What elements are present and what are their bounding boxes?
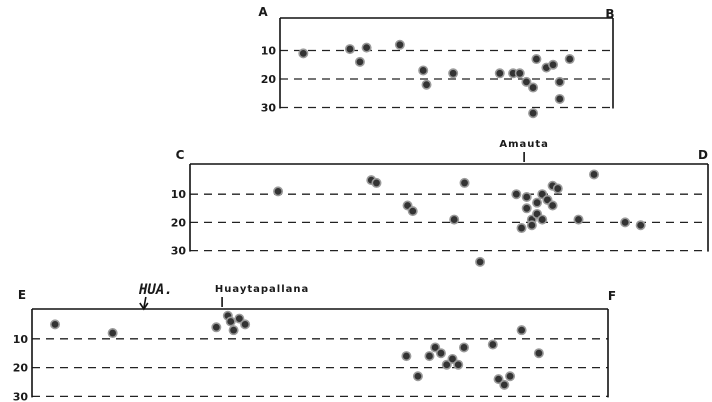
annotation-arrow-shaft bbox=[143, 296, 147, 309]
hypocenter-point bbox=[448, 68, 459, 79]
hypocenter-point bbox=[458, 342, 469, 353]
corner-label-left: A bbox=[258, 5, 268, 19]
hypocenter-point bbox=[554, 76, 565, 87]
corner-label-right: F bbox=[608, 289, 616, 303]
corner-label-right: B bbox=[605, 7, 614, 21]
hypocenter-point bbox=[547, 200, 558, 211]
hypocenter-point bbox=[528, 82, 539, 93]
hypocenter-point bbox=[421, 79, 432, 90]
depth-tick-label: 10 bbox=[171, 188, 187, 201]
hypocenter-point bbox=[412, 371, 423, 382]
hypocenter-point bbox=[554, 93, 565, 104]
hypocenter-point bbox=[548, 59, 559, 70]
depth-tick-label: 10 bbox=[261, 45, 277, 58]
hypocenter-point bbox=[447, 353, 458, 364]
hypocenter-point bbox=[511, 189, 522, 200]
hypocenter-point bbox=[441, 359, 452, 370]
hypocenter-point bbox=[50, 319, 61, 330]
hypocenter-point bbox=[533, 348, 544, 359]
place-name-label: Huaytapallana bbox=[215, 284, 309, 295]
hypocenter-point bbox=[361, 42, 372, 53]
hypocenter-point bbox=[532, 197, 543, 208]
hypocenter-point bbox=[211, 322, 222, 333]
hypocenter-point bbox=[620, 217, 631, 228]
hypocenter-point bbox=[394, 39, 405, 50]
hypocenter-point bbox=[531, 54, 542, 65]
hypocenter-point bbox=[494, 68, 505, 79]
hypocenter-point bbox=[424, 351, 435, 362]
hypocenter-point bbox=[407, 206, 418, 217]
hypocenter-point bbox=[418, 65, 429, 76]
hypocenter-point bbox=[487, 339, 498, 350]
depth-tick-label: 30 bbox=[261, 102, 277, 115]
hypocenter-point bbox=[225, 316, 236, 327]
hypocenter-point bbox=[526, 220, 537, 231]
place-name-label: Amauta bbox=[499, 139, 549, 150]
hypocenter-point bbox=[516, 325, 527, 336]
handwritten-annotation: HUA. bbox=[138, 282, 173, 298]
hypocenter-point bbox=[516, 223, 527, 234]
depth-tick-label: 20 bbox=[171, 216, 187, 229]
hypocenter-point bbox=[573, 214, 584, 225]
hypocenter-point bbox=[449, 214, 460, 225]
depth-tick-label: 20 bbox=[261, 73, 277, 86]
hypocenter-point bbox=[453, 359, 464, 370]
hypocenter-point bbox=[298, 48, 309, 59]
hypocenter-point bbox=[371, 177, 382, 188]
corner-label-left: C bbox=[176, 148, 185, 162]
hypocenter-point bbox=[635, 220, 646, 231]
hypocenter-point bbox=[521, 76, 532, 87]
hypocenter-point bbox=[552, 183, 563, 194]
depth-tick-label: 30 bbox=[13, 390, 29, 402]
section-c-d: C D 10 20 30 Amauta bbox=[171, 139, 709, 267]
hypocenter-point bbox=[528, 108, 539, 119]
depth-tick-label: 10 bbox=[13, 333, 29, 346]
hypocenter-point bbox=[499, 379, 510, 390]
depth-tick-label: 30 bbox=[171, 245, 187, 258]
hypocenter-point bbox=[589, 169, 600, 180]
hypocenter-point bbox=[234, 313, 245, 324]
depth-tick-label: 20 bbox=[13, 362, 29, 375]
hypocenter-point bbox=[537, 214, 548, 225]
hypocenter-point bbox=[459, 177, 470, 188]
hypocenter-point bbox=[505, 371, 516, 382]
hypocenter-point bbox=[521, 192, 532, 203]
corner-label-right: D bbox=[698, 148, 708, 162]
hypocenter-point bbox=[344, 44, 355, 55]
hypocenter-point bbox=[435, 348, 446, 359]
annotation-arrow-head bbox=[139, 302, 149, 311]
hypocenter-point bbox=[521, 203, 532, 214]
hypocenter-point bbox=[514, 68, 525, 79]
hypocenter-point bbox=[228, 325, 239, 336]
hypocenter-point bbox=[564, 54, 575, 65]
hypocenter-point bbox=[273, 186, 284, 197]
corner-label-left: E bbox=[18, 288, 26, 302]
hypocenter-point bbox=[240, 319, 251, 330]
hypocenter-point bbox=[493, 374, 504, 385]
hypocenter-point bbox=[430, 342, 441, 353]
hypocenter-point bbox=[475, 256, 486, 267]
section-a-b: A B 10 20 30 bbox=[258, 5, 615, 119]
hypocenter-point bbox=[354, 56, 365, 67]
hypocenter-point bbox=[107, 328, 118, 339]
section-e-f: E F 10 20 30 Huaytapallana HUA. bbox=[13, 282, 616, 402]
hypocenter-point bbox=[401, 351, 412, 362]
